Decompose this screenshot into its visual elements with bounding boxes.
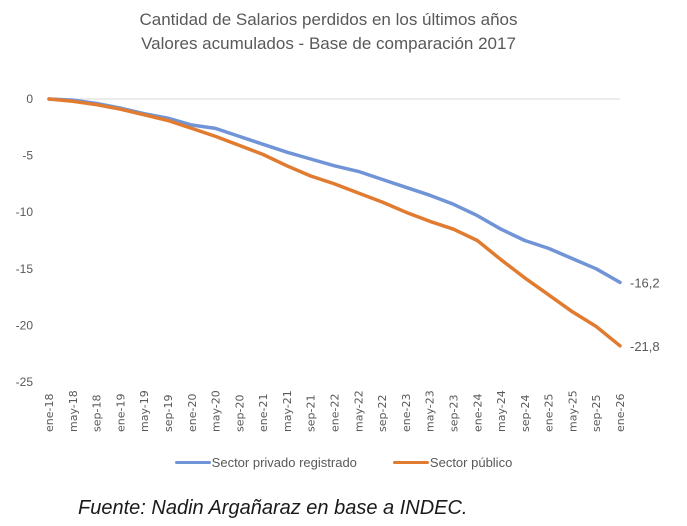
- x-tick-label: ene-26: [614, 394, 627, 432]
- x-tick-label: sep-18: [91, 395, 104, 432]
- x-tick-label: ene-25: [543, 394, 556, 432]
- chart-subtitle: Valores acumulados - Base de comparación…: [141, 34, 516, 53]
- x-tick-label: sep-23: [447, 395, 460, 432]
- y-tick-label: -20: [16, 318, 34, 332]
- x-tick-label: may-18: [67, 390, 80, 432]
- x-tick-label: may-25: [566, 390, 579, 432]
- series-line-private: [47, 97, 622, 285]
- legend: Sector privado registrado Sector público: [0, 455, 687, 470]
- y-tick-label: -25: [16, 375, 34, 389]
- x-tick-label: ene-20: [186, 394, 199, 432]
- chart-title-block: Cantidad de Salarios perdidos en los últ…: [0, 8, 687, 56]
- end-label-private: -16,2: [630, 275, 660, 290]
- x-tick-label: ene-18: [43, 394, 56, 432]
- legend-item-public: Sector público: [392, 455, 513, 470]
- x-tick-label: may-23: [424, 390, 437, 432]
- x-tick-label: ene-21: [257, 394, 270, 432]
- x-tick-label: may-19: [138, 390, 151, 432]
- x-tick-label: ene-22: [329, 394, 342, 432]
- series-line-public: [47, 97, 622, 348]
- x-tick-label: sep-22: [376, 395, 389, 432]
- x-tick-label: sep-25: [590, 395, 603, 432]
- legend-swatch-public: [392, 461, 429, 464]
- legend-label-private: Sector privado registrado: [211, 455, 357, 470]
- y-tick-label: 0: [26, 92, 33, 106]
- x-tick-label: ene-24: [471, 394, 484, 432]
- legend-label-public: Sector público: [429, 455, 513, 470]
- line-chart: 0 -5 -10 -15 -20 -25 ene-18 may-18 sep-18 ene-19 m…: [16, 92, 660, 432]
- x-tick-label: may-22: [352, 390, 365, 432]
- x-tick-label: sep-20: [233, 395, 246, 432]
- x-tick-label: sep-24: [519, 395, 532, 432]
- x-tick-label: sep-21: [305, 395, 318, 432]
- x-tick-label: sep-19: [162, 395, 175, 432]
- x-tick-label: ene-23: [400, 394, 413, 432]
- legend-item-private: Sector privado registrado: [174, 455, 357, 470]
- legend-swatch-private: [174, 461, 211, 464]
- x-tick-label: may-24: [495, 390, 508, 432]
- x-tick-label: may-21: [281, 390, 294, 432]
- x-tick-label: may-20: [210, 390, 223, 432]
- end-label-public: -21,8: [630, 339, 660, 354]
- y-tick-label: -15: [16, 262, 34, 276]
- y-tick-label: -5: [22, 149, 33, 163]
- chart-title: Cantidad de Salarios perdidos en los últ…: [139, 10, 518, 29]
- source-note: Fuente: Nadin Argañaraz en base a INDEC.: [78, 497, 468, 519]
- x-tick-label: ene-19: [114, 394, 127, 432]
- y-tick-label: -10: [16, 205, 34, 219]
